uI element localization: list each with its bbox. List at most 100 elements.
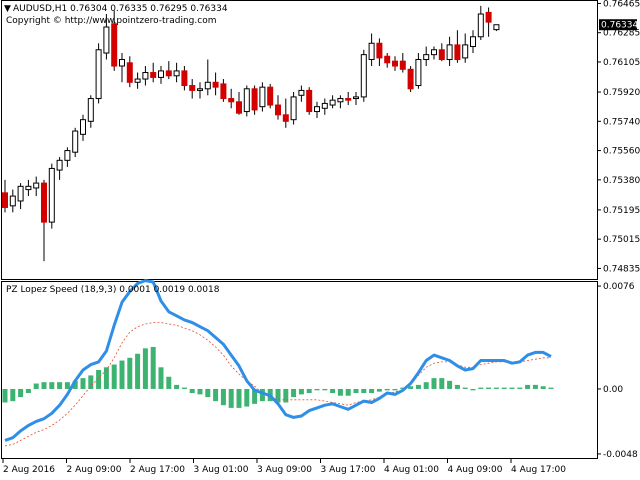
histogram-bar: [119, 360, 125, 389]
candle: [103, 14, 110, 60]
histogram-bar: [64, 382, 70, 389]
price-tick-label: 0.75740: [603, 117, 640, 127]
bull-candle-body: [415, 59, 422, 87]
histogram-bar: [220, 388, 226, 406]
bear-candle-body: [220, 83, 227, 100]
candle: [158, 66, 164, 84]
price-tick-label: 0.75380: [603, 176, 640, 186]
candle: [306, 87, 313, 115]
candle: [275, 95, 281, 120]
candle: [290, 92, 297, 125]
last-price-marker: 0.76334: [599, 19, 638, 31]
histogram-bar: [470, 388, 476, 391]
histogram-bar: [142, 348, 148, 389]
bull-candle-body: [431, 49, 437, 56]
bull-candle-body: [48, 167, 55, 223]
time-tick-label: 3 Aug 09:00: [257, 465, 312, 475]
time-tick-label: 2 Aug 09:00: [67, 465, 122, 475]
histogram-bar: [205, 388, 211, 398]
candle: [197, 82, 203, 99]
bull-candle-body: [9, 195, 16, 207]
candle: [150, 62, 157, 83]
histogram-bar: [548, 387, 554, 389]
candle: [72, 127, 79, 158]
bull-candle-body: [197, 88, 203, 91]
histogram-bar: [283, 388, 289, 403]
bear-candle-body: [126, 62, 133, 83]
candle: [399, 53, 406, 73]
bear-candle-body: [392, 60, 398, 67]
price-tick-label: 0.75920: [603, 88, 640, 98]
bear-candle-body: [189, 85, 196, 91]
candle: [462, 33, 469, 63]
time-tick-label: 4 Aug 09:00: [448, 465, 503, 475]
candle: [243, 85, 250, 117]
candle: [392, 56, 398, 71]
candle: [470, 30, 476, 54]
last-price-box: [599, 19, 637, 31]
histogram-bar: [454, 384, 460, 389]
indicator-tick-label: -0.0048: [603, 450, 638, 460]
histogram-bar: [127, 357, 133, 389]
price-tick-label: 0.76465: [603, 0, 640, 9]
bull-candle-body: [72, 130, 79, 153]
histogram-bar: [369, 388, 375, 394]
candle: [337, 95, 344, 109]
candle: [376, 38, 383, 67]
histogram-bar: [462, 387, 468, 389]
bear-candle-body: [275, 104, 281, 116]
bull-candle-body: [87, 98, 94, 122]
candle: [423, 46, 430, 67]
bull-candle-body: [64, 150, 71, 161]
candle: [314, 101, 320, 119]
candle: [220, 79, 227, 102]
histogram-bar: [88, 375, 94, 389]
bull-candle-body: [462, 44, 469, 59]
bull-candle-body: [477, 13, 484, 38]
candle: [415, 53, 422, 89]
indicator-tick-label: 0.0076: [603, 282, 635, 292]
price-tick-label: 0.75015: [603, 235, 640, 245]
histogram-bar: [174, 384, 180, 389]
time-tick-label: 2 Aug 17:00: [130, 465, 185, 475]
indicator-axis: 0.0076 0.00 -0.0048: [597, 282, 638, 460]
candle: [368, 33, 375, 67]
bull-candle-body: [25, 185, 32, 191]
bull-candle-body: [329, 99, 336, 106]
candlestick-series: [2, 5, 500, 262]
bear-candle-body: [485, 11, 492, 23]
price-tick-label: 0.76105: [603, 58, 640, 68]
candle: [321, 98, 328, 115]
histogram-bar: [439, 378, 445, 389]
price-tick-label: 0.75195: [603, 206, 640, 216]
histogram-bar: [384, 388, 390, 391]
bear-candle-body: [454, 44, 461, 61]
copyright-text: Copyright © http://www.pointzero-trading…: [6, 16, 216, 26]
histogram-bar: [376, 388, 382, 392]
histogram-bar: [392, 388, 398, 391]
histogram-bar: [80, 378, 86, 389]
histogram-bar: [330, 388, 336, 394]
candle: [48, 163, 55, 229]
histogram-bar: [345, 388, 351, 396]
histogram-bar: [72, 380, 78, 389]
price-pane-frame[interactable]: [1, 0, 598, 280]
candle: [438, 43, 445, 62]
histogram-bar: [298, 388, 304, 395]
indicator-pane-frame[interactable]: [1, 281, 598, 459]
histogram-bar: [532, 384, 538, 389]
bull-candle-body: [423, 54, 430, 61]
price-axis: 0.76465 0.76285 0.76105 0.75920 0.75740 0.755…: [597, 0, 640, 274]
histogram-bar: [181, 387, 187, 389]
candle: [204, 59, 211, 96]
bull-candle-body: [493, 24, 500, 31]
candle: [25, 179, 32, 197]
symbol-header-marker: ▼: [4, 4, 11, 14]
bear-candle-body: [407, 68, 414, 90]
histogram-bar: [96, 370, 102, 389]
bear-candle-body: [345, 98, 352, 101]
candle: [95, 43, 102, 104]
histogram-bar: [49, 382, 55, 389]
